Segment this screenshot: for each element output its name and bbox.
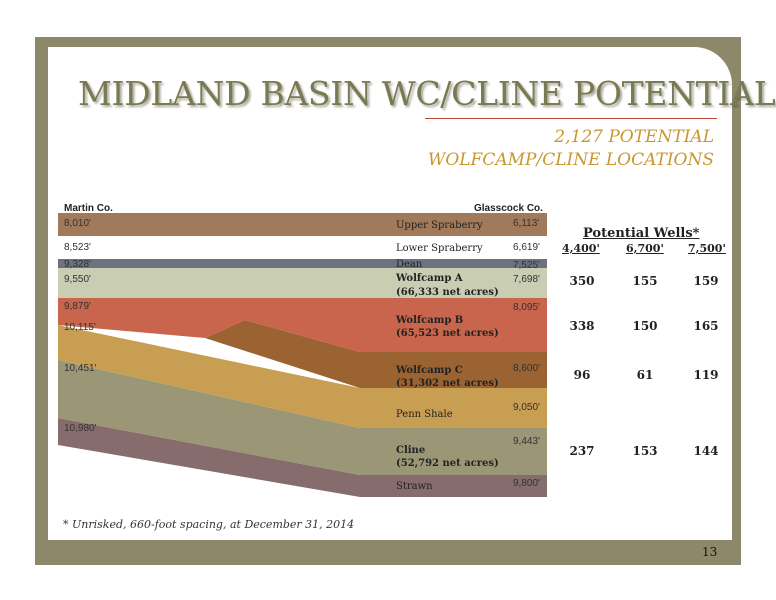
right-depth-dean: 7,525' xyxy=(513,260,540,271)
wells-cell-wolfcamp-c-3: 119 xyxy=(693,368,719,382)
band-wolfcamp-b xyxy=(58,298,547,352)
band-wolfcamp-c xyxy=(205,320,547,388)
wells-cell-wolfcamp-a-2: 155 xyxy=(632,274,658,288)
formation-label-wolfcamp-a: Wolfcamp A xyxy=(395,273,463,284)
wells-col-header-3: 7,500' xyxy=(688,242,726,255)
right-depth-cline: 9,443' xyxy=(513,436,540,447)
formation-label-cline: Cline xyxy=(396,445,425,456)
wells-col-header-2: 6,700' xyxy=(626,242,664,255)
left-county-label: Martin Co. xyxy=(64,203,113,214)
page-number: 13 xyxy=(702,545,718,559)
band-upper-spraberry xyxy=(58,213,547,236)
formation-label-strawn: Strawn xyxy=(396,481,433,492)
left-depth-strawn: 10,980' xyxy=(64,423,97,434)
subtitle-line-2: WOLFCAMP/CLINE LOCATIONS xyxy=(427,150,714,170)
wells-cell-wolfcamp-c-1: 96 xyxy=(573,368,591,382)
left-depth-cline: 10,451' xyxy=(64,363,97,374)
wells-cell-wolfcamp-b-3: 165 xyxy=(693,319,719,333)
right-depth-upper-spraberry: 6,113' xyxy=(513,218,539,229)
band-cline xyxy=(58,360,547,475)
wells-cell-wolfcamp-b-1: 338 xyxy=(569,319,595,333)
formation-acres-wolfcamp-b: (65,523 net acres) xyxy=(396,328,499,339)
band-wolfcamp-a xyxy=(58,268,547,298)
slide-title: MIDLAND BASIN WC/CLINE POTENTIAL xyxy=(78,74,776,113)
formation-label-dean: Dean xyxy=(396,259,423,270)
left-depth-wolfcamp-b: 9,879' xyxy=(64,301,91,312)
formation-label-wolfcamp-b: Wolfcamp B xyxy=(395,315,463,326)
wells-cell-wolfcamp-a-3: 159 xyxy=(693,274,719,288)
formation-acres-wolfcamp-c: (31,302 net acres) xyxy=(396,378,499,389)
right-depth-wolfcamp-c: 8,600' xyxy=(513,363,540,374)
wells-cell-wolfcamp-a-1: 350 xyxy=(569,274,595,288)
wells-cell-cline-2: 153 xyxy=(632,444,658,458)
title-rule xyxy=(425,118,717,119)
right-depth-lower-spraberry: 6,619' xyxy=(513,242,540,253)
formation-label-wolfcamp-c: Wolfcamp C xyxy=(395,365,463,376)
formation-label-upper-spraberry: Upper Spraberry xyxy=(396,220,483,231)
right-depth-penn-shale: 9,050' xyxy=(513,402,540,413)
formation-label-penn-shale: Penn Shale xyxy=(396,409,453,420)
formation-acres-cline: (52,792 net acres) xyxy=(396,458,499,469)
band-dean xyxy=(58,259,547,268)
potential-wells-title: Potential Wells* xyxy=(583,226,700,241)
wells-cell-wolfcamp-c-2: 61 xyxy=(636,368,654,382)
wells-cell-wolfcamp-b-2: 150 xyxy=(632,319,658,333)
right-depth-wolfcamp-a: 7,698' xyxy=(513,274,540,285)
band-lower-spraberry xyxy=(58,236,547,259)
left-depth-dean: 9,328' xyxy=(64,259,91,270)
subtitle-line-1: 2,127 POTENTIAL xyxy=(554,127,714,147)
wells-cell-cline-1: 237 xyxy=(569,444,595,458)
right-county-label: Glasscock Co. xyxy=(474,203,543,214)
right-depth-strawn: 9,800' xyxy=(513,478,540,489)
left-depth-wolfcamp-a: 9,550' xyxy=(64,274,91,285)
left-depth-lower-spraberry: 8,523' xyxy=(64,242,91,253)
right-depth-wolfcamp-b: 8,095' xyxy=(513,302,540,313)
left-depth-wolfcamp-c: 10,115' xyxy=(64,322,96,333)
band-penn-shale xyxy=(58,325,547,428)
band-strawn xyxy=(58,418,547,497)
wells-col-header-1: 4,400' xyxy=(562,242,600,255)
left-depth-upper-spraberry: 8,010' xyxy=(64,218,91,229)
wells-cell-cline-3: 144 xyxy=(693,444,719,458)
footnote: * Unrisked, 660-foot spacing, at Decembe… xyxy=(63,518,355,531)
formation-acres-wolfcamp-a: (66,333 net acres) xyxy=(396,287,499,298)
formation-label-lower-spraberry: Lower Spraberry xyxy=(396,243,483,254)
